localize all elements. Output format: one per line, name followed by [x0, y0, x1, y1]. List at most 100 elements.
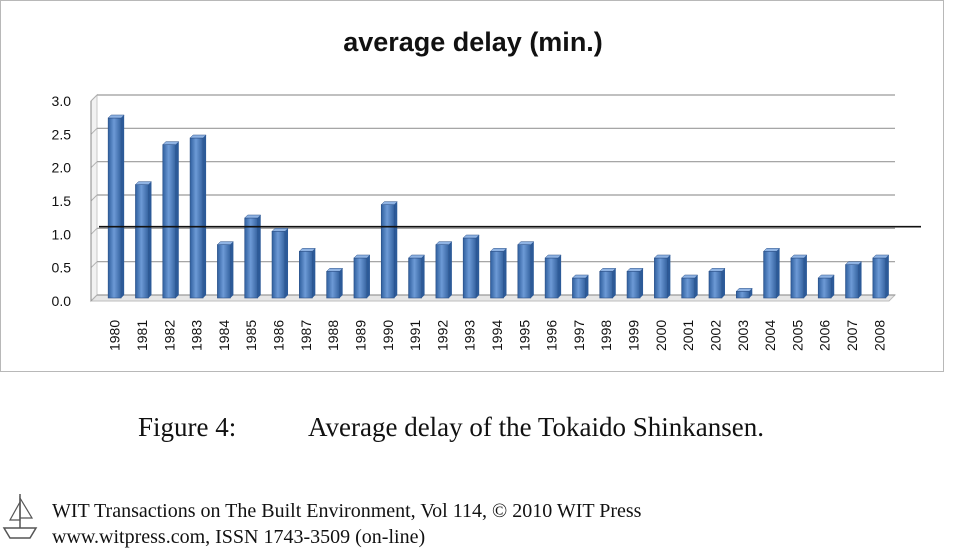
x-tick-label: 2005 — [789, 320, 805, 351]
x-tick-label: 1985 — [243, 320, 259, 351]
x-tick-label: 1995 — [516, 320, 532, 351]
bar-side-1995 — [530, 241, 534, 298]
bar-side-1996 — [558, 255, 562, 298]
bar-side-1989 — [366, 255, 370, 298]
y-tick-label: 2.5 — [52, 126, 72, 142]
footer-publisher-line: WIT Transactions on The Built Environmen… — [52, 500, 642, 522]
bar-side-2003 — [749, 288, 753, 298]
bar-side-1980 — [121, 115, 125, 298]
gridline-depth — [90, 194, 98, 202]
x-tick-label: 1992 — [434, 320, 450, 351]
bar-2007 — [845, 264, 859, 299]
bar-1999 — [626, 271, 641, 299]
bar-1991 — [408, 257, 422, 299]
bar-side-1983 — [203, 135, 207, 298]
x-tick-label: 1994 — [489, 320, 505, 351]
bar-2008 — [872, 257, 887, 299]
bar-side-2008 — [885, 255, 889, 298]
bar-2000 — [654, 257, 668, 299]
chart-title: average delay (min.) — [343, 27, 603, 57]
bar-1989 — [353, 257, 368, 299]
x-tick-label: 2001 — [680, 320, 696, 351]
bar-1981 — [135, 184, 149, 299]
bar-2003 — [735, 291, 750, 299]
bar-side-1994 — [503, 248, 507, 298]
bar-side-2001 — [694, 275, 698, 298]
y-tick-label: 0.0 — [52, 293, 72, 309]
bar-side-1987 — [312, 248, 316, 298]
gridline-depth — [90, 294, 98, 302]
x-tick-label: 2003 — [735, 320, 751, 351]
bar-1982 — [162, 144, 177, 299]
bar-2005 — [790, 257, 805, 299]
y-tick-label: 0.5 — [52, 260, 72, 276]
x-tick-label: 2008 — [871, 320, 887, 351]
bar-2002 — [708, 271, 723, 299]
x-tick-label: 1982 — [161, 320, 177, 351]
bar-side-1999 — [640, 268, 644, 298]
bar-side-1998 — [612, 268, 616, 298]
bar-1984 — [217, 244, 231, 299]
x-tick-label: 1980 — [107, 320, 123, 351]
y-tick-label: 3.0 — [52, 93, 72, 109]
bar-side-2005 — [803, 255, 807, 298]
x-tick-label: 1996 — [544, 320, 560, 351]
x-tick-label: 2007 — [844, 320, 860, 351]
bar-side-1992 — [448, 241, 452, 298]
bar-side-1988 — [339, 268, 343, 298]
bar-side-1985 — [257, 215, 261, 298]
ship-logo-icon — [2, 494, 38, 539]
bar-side-1982 — [175, 141, 179, 298]
footer-url-issn-line[interactable]: www.witpress.com, ISSN 1743-3509 (on-lin… — [52, 526, 426, 548]
x-tick-label: 1989 — [352, 320, 368, 351]
x-tick-label: 2006 — [817, 320, 833, 351]
x-tick-label: 2000 — [653, 320, 669, 351]
bar-1990 — [380, 204, 395, 299]
bar-1995 — [517, 244, 532, 299]
bar-side-1986 — [285, 228, 289, 298]
y-tick-label: 1.5 — [52, 193, 72, 209]
bar-2004 — [763, 251, 777, 299]
bar-side-1991 — [421, 255, 425, 298]
gridline-depth — [90, 227, 98, 235]
y-tick-label: 1.0 — [52, 226, 72, 242]
x-tick-label: 1997 — [571, 320, 587, 351]
chart-frame: average delay (min.) 0.0 0.5 1.0 1.5 2.0 2.5 3… — [0, 0, 944, 372]
x-tick-label: 1991 — [407, 320, 423, 351]
bar-1996 — [544, 257, 559, 299]
bar-side-1993 — [476, 235, 480, 298]
x-tick-label: 1998 — [598, 320, 614, 351]
bar-1986 — [271, 231, 286, 299]
x-tick-label: 1984 — [216, 320, 232, 351]
figure-caption: Figure 4: Average delay of the Tokaido Sh… — [138, 412, 764, 443]
x-tick-label: 1981 — [134, 320, 150, 351]
x-tick-label: 1983 — [189, 320, 205, 351]
figure-label: Figure 4: — [138, 412, 237, 442]
bar-1992 — [435, 244, 450, 299]
bar-side-2000 — [667, 255, 671, 298]
bar-1994 — [490, 251, 504, 299]
x-tick-label: 1986 — [271, 320, 287, 351]
bar-side-2002 — [721, 268, 725, 298]
x-tick-label: 1999 — [626, 320, 642, 351]
x-tick-label: 2004 — [762, 320, 778, 351]
bar-1988 — [326, 271, 340, 299]
bar-side-1984 — [230, 241, 234, 298]
gridline-depth — [90, 261, 98, 269]
bar-1985 — [244, 217, 259, 299]
bar-1983 — [189, 137, 204, 299]
bar-1980 — [107, 117, 122, 299]
bar-side-2006 — [831, 275, 835, 298]
bar-side-1981 — [148, 181, 152, 298]
x-tick-label: 1987 — [298, 320, 314, 351]
bar-2006 — [817, 277, 832, 299]
bar-1987 — [299, 251, 313, 299]
bar-1997 — [572, 277, 586, 299]
x-tick-label: 1990 — [380, 320, 396, 351]
x-tick-label: 1988 — [325, 320, 341, 351]
bar-1998 — [599, 271, 614, 299]
bar-chart: average delay (min.) 0.0 0.5 1.0 1.5 2.0 2.5 3… — [52, 27, 921, 351]
x-tick-label: 2002 — [707, 320, 723, 351]
gridline-depth — [90, 94, 98, 102]
x-tick-label: 1993 — [462, 320, 478, 351]
